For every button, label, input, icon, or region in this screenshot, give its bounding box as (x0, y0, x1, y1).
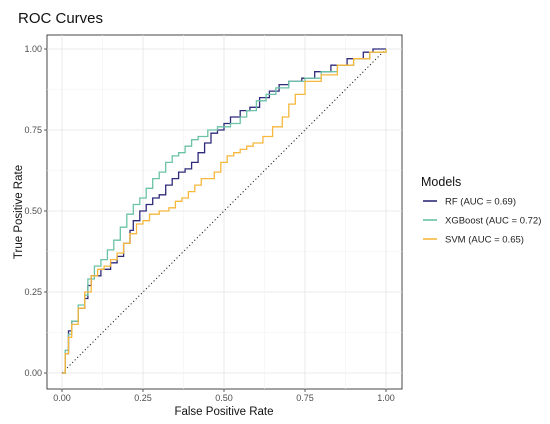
diagonal-line (61, 48, 387, 374)
legend-label-3: SVM (AUC = 0.65) (445, 235, 524, 246)
x-tick-label: 0.25 (134, 393, 152, 403)
y-tick-label: 0.50 (24, 206, 42, 216)
y-tick-label: 0.00 (24, 368, 42, 378)
legend-label-2: XGBoost (AUC = 0.72) (445, 216, 541, 227)
legend: Models RF (AUC = 0.69) XGBoost (AUC = 0.7… (421, 175, 541, 246)
x-axis-label: False Positive Rate (174, 406, 273, 418)
x-tick-label: 0.75 (296, 393, 314, 403)
series-line-3 (62, 49, 387, 374)
x-tick-label: 1.00 (377, 393, 395, 403)
chart-title: ROC Curves (18, 10, 103, 27)
legend-title: Models (421, 175, 461, 189)
plot-panel (46, 34, 403, 390)
x-tick-label: 0.00 (53, 393, 71, 403)
axis-ticks: 0.00 0.25 0.50 0.75 1.00 0.00 0.25 0.50 0.75 1.00 (24, 44, 394, 403)
diagonal-reference-line (61, 48, 387, 374)
y-tick-label: 0.75 (24, 125, 42, 135)
series-lines (62, 48, 387, 374)
series-line-2 (62, 49, 387, 374)
x-tick-label: 0.50 (215, 393, 233, 403)
legend-label-1: RF (AUC = 0.69) (445, 197, 516, 208)
y-axis-label: True Positive Rate (13, 165, 25, 259)
y-tick-label: 1.00 (24, 44, 42, 54)
y-tick-label: 0.25 (24, 287, 42, 297)
